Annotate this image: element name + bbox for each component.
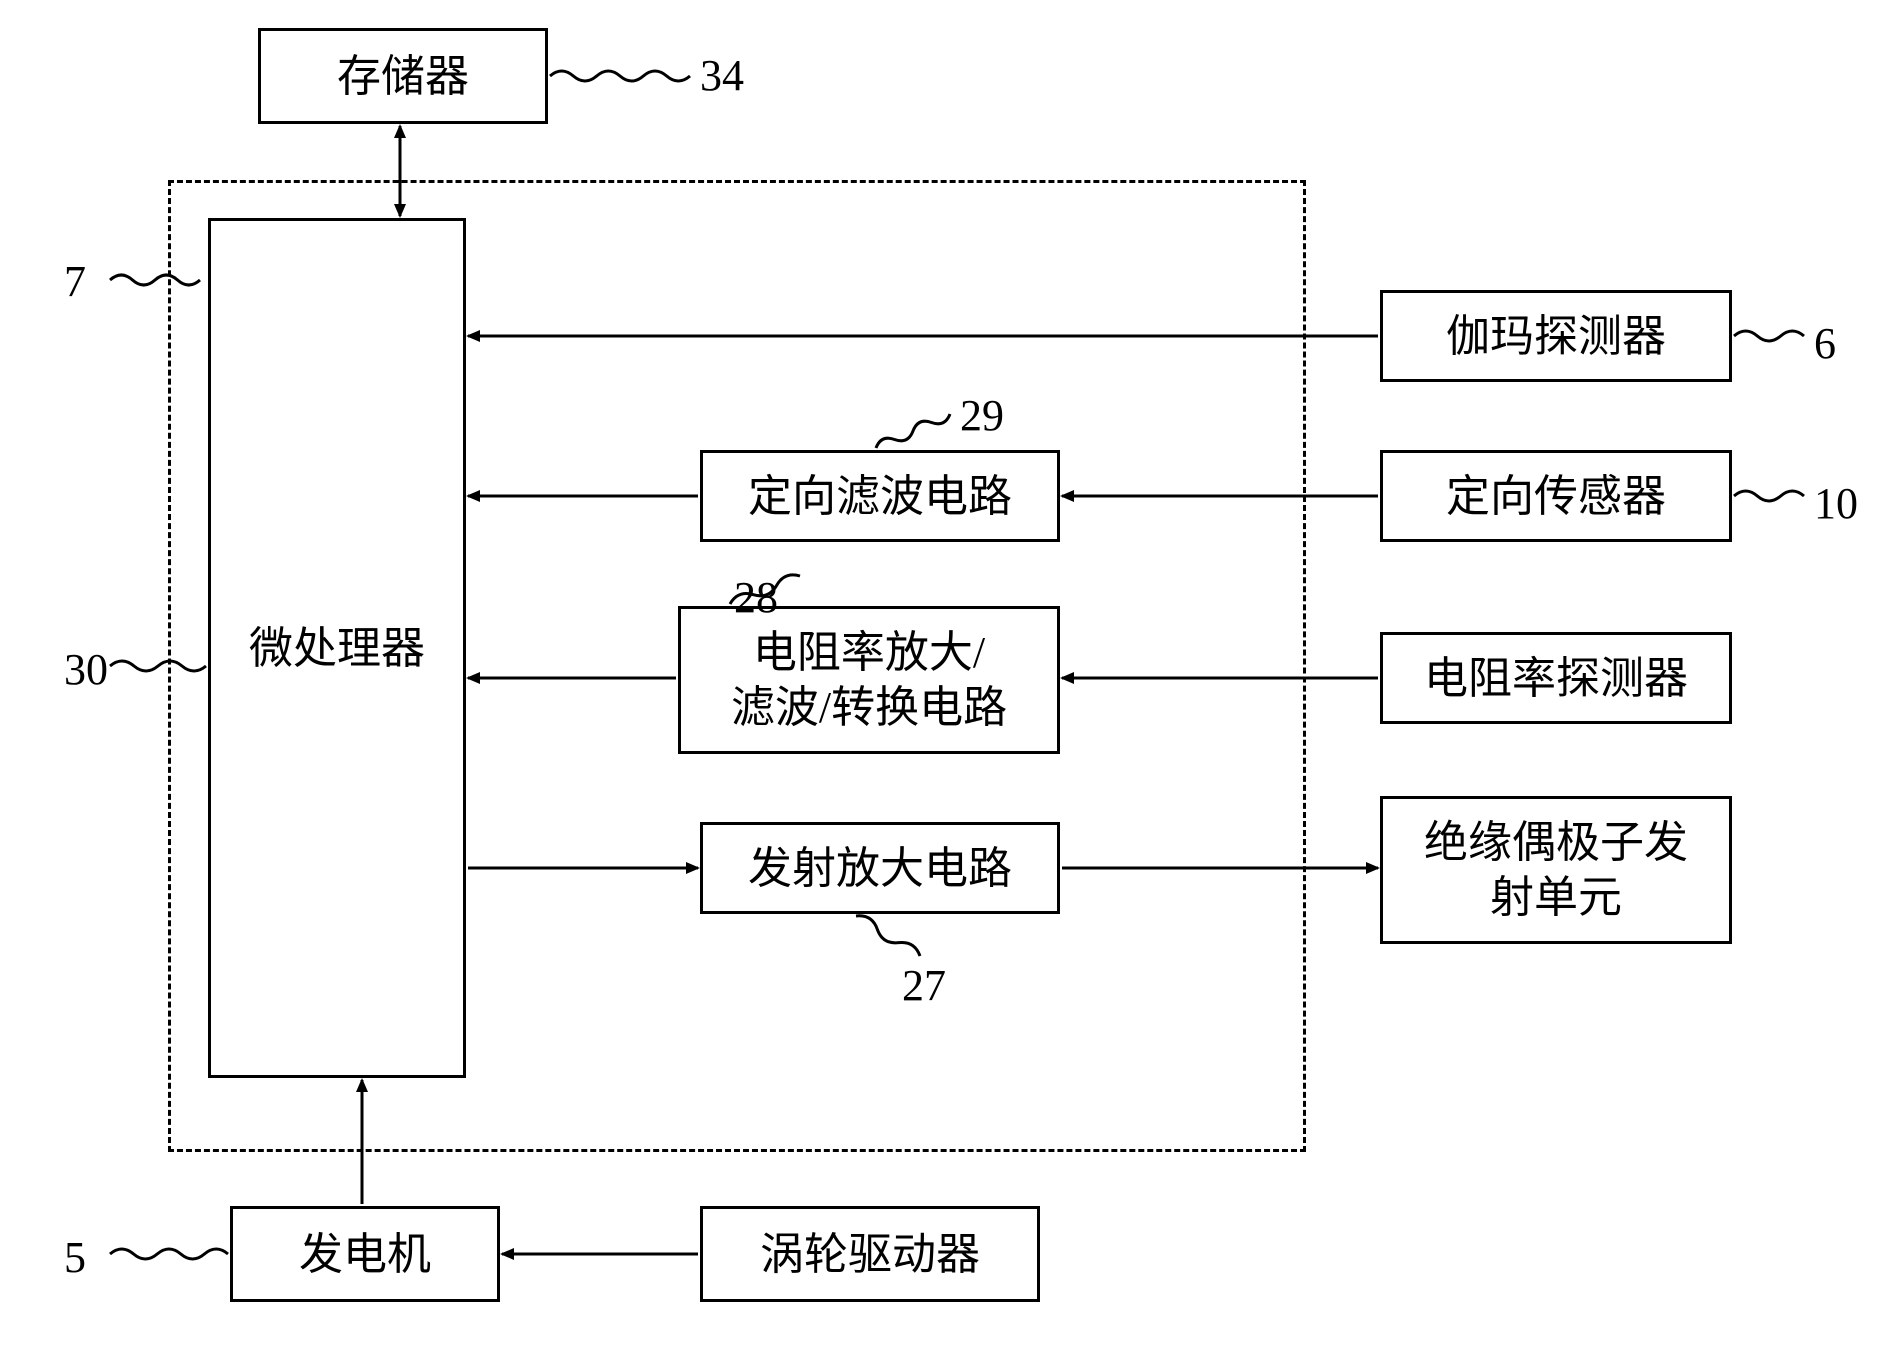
- ref-5: 5: [64, 1232, 86, 1283]
- node-generator-label: 发电机: [299, 1227, 431, 1282]
- ref-29: 29: [960, 390, 1004, 441]
- node-turbine-driver: 涡轮驱动器: [700, 1206, 1040, 1302]
- ref-34: 34: [700, 50, 744, 101]
- node-memory: 存储器: [258, 28, 548, 124]
- leadline-s5: [110, 1249, 228, 1259]
- node-gamma-detector: 伽玛探测器: [1380, 290, 1732, 382]
- diagram-canvas: 存储器 微处理器 定向滤波电路 电阻率放大/ 滤波/转换电路 发射放大电路 伽玛…: [0, 0, 1890, 1351]
- ref-27: 27: [902, 960, 946, 1011]
- node-direction-sensor: 定向传感器: [1380, 450, 1732, 542]
- node-generator: 发电机: [230, 1206, 500, 1302]
- node-microprocessor: 微处理器: [208, 218, 466, 1078]
- ref-30: 30: [64, 644, 108, 695]
- node-dirfilter-label: 定向滤波电路: [748, 469, 1012, 524]
- node-gamma-label: 伽玛探测器: [1446, 309, 1666, 364]
- node-resistivity-amp: 电阻率放大/ 滤波/转换电路: [678, 606, 1060, 754]
- node-dirsensor-label: 定向传感器: [1446, 469, 1666, 524]
- node-resdet-label: 电阻率探测器: [1424, 651, 1688, 706]
- leadline-s10: [1734, 491, 1804, 501]
- node-memory-label: 存储器: [337, 49, 469, 104]
- node-microproc-label: 微处理器: [249, 621, 425, 676]
- ref-28: 28: [734, 572, 778, 623]
- node-dipole-label: 绝缘偶极子发 射单元: [1424, 815, 1688, 925]
- node-dipole-emitter: 绝缘偶极子发 射单元: [1380, 796, 1732, 944]
- node-resamp-label: 电阻率放大/ 滤波/转换电路: [731, 625, 1007, 735]
- node-tx-amp: 发射放大电路: [700, 822, 1060, 914]
- node-txamp-label: 发射放大电路: [748, 841, 1012, 896]
- leadline-s34: [550, 71, 690, 81]
- node-resistivity-detector: 电阻率探测器: [1380, 632, 1732, 724]
- leadline-s6: [1734, 331, 1804, 341]
- node-turbine-label: 涡轮驱动器: [760, 1227, 980, 1282]
- ref-10: 10: [1814, 478, 1858, 529]
- node-direction-filter: 定向滤波电路: [700, 450, 1060, 542]
- ref-6: 6: [1814, 318, 1836, 369]
- ref-7: 7: [64, 256, 86, 307]
